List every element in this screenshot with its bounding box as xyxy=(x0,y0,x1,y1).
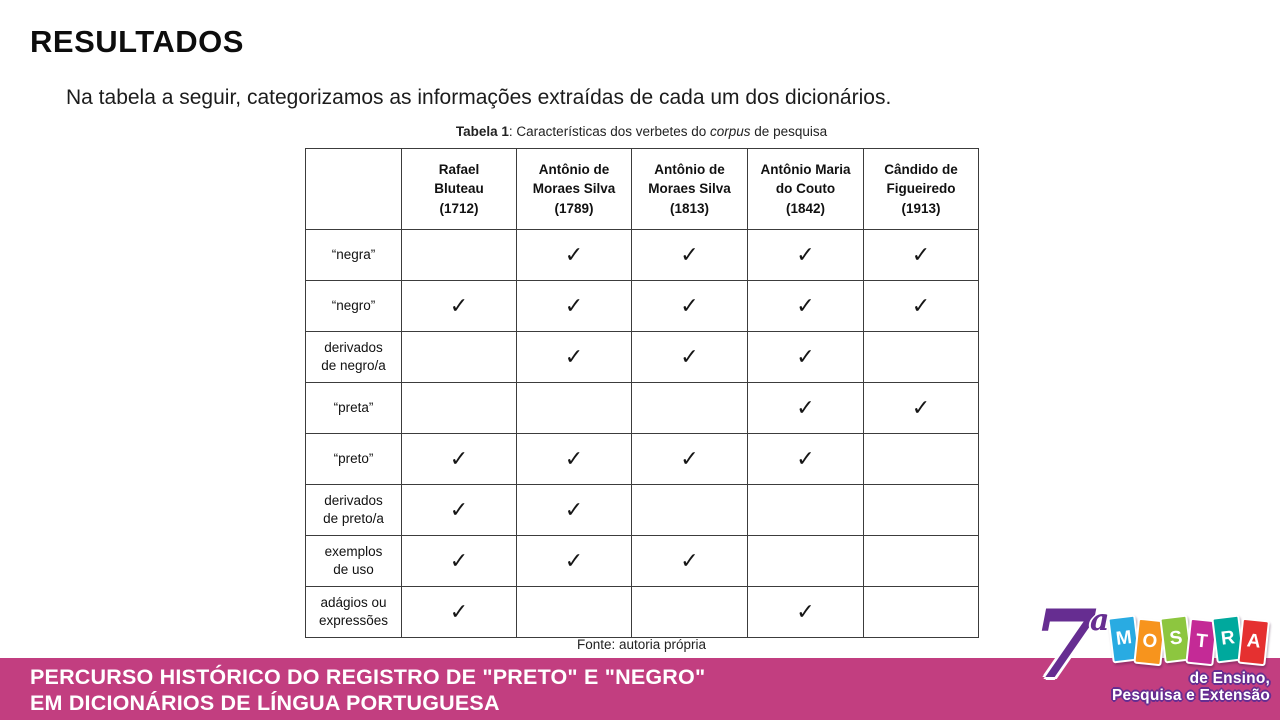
table-row-preta: “preta” ✓ ✓ xyxy=(305,382,979,434)
check-cell: ✓ xyxy=(747,331,864,383)
check-cell xyxy=(631,586,748,638)
check-cell xyxy=(401,382,517,434)
check-cell: ✓ xyxy=(863,382,979,434)
column-header-moraes-1789: Antônio de Moraes Silva (1789) xyxy=(516,148,632,230)
logo-tagline-line1: de Ensino, xyxy=(1189,670,1270,687)
footer-title: PERCURSO HISTÓRICO DO REGISTRO DE "PRETO… xyxy=(0,658,1280,716)
check-cell: ✓ xyxy=(401,586,517,638)
table-row-adagios: adágios ou expressões ✓ ✓ xyxy=(305,586,979,638)
row-label: “negra” xyxy=(305,229,402,281)
check-cell: ✓ xyxy=(747,586,864,638)
table-row-derivados-negro: derivados de negro/a ✓ ✓ ✓ xyxy=(305,331,979,383)
check-cell: ✓ xyxy=(401,280,517,332)
row-label: derivados de negro/a xyxy=(305,331,402,383)
check-cell xyxy=(863,331,979,383)
check-cell xyxy=(401,229,517,281)
check-cell: ✓ xyxy=(516,331,632,383)
check-cell xyxy=(747,484,864,536)
check-cell: ✓ xyxy=(631,535,748,587)
check-cell xyxy=(747,535,864,587)
check-cell: ✓ xyxy=(863,229,979,281)
table-header-row: Rafael Bluteau (1712) Antônio de Moraes … xyxy=(305,148,979,230)
check-cell: ✓ xyxy=(516,535,632,587)
table-row-exemplos: exemplos de uso ✓ ✓ ✓ xyxy=(305,535,979,587)
row-label: “preta” xyxy=(305,382,402,434)
table-row-derivados-preto: derivados de preto/a ✓ ✓ xyxy=(305,484,979,536)
check-cell: ✓ xyxy=(631,280,748,332)
footer-title-line2: EM DICIONÁRIOS DE LÍNGUA PORTUGUESA xyxy=(30,691,500,715)
check-cell: ✓ xyxy=(747,382,864,434)
check-cell xyxy=(863,484,979,536)
check-cell: ✓ xyxy=(401,535,517,587)
page-title: RESULTADOS xyxy=(30,24,244,59)
check-cell: ✓ xyxy=(747,433,864,485)
check-cell: ✓ xyxy=(863,280,979,332)
table-caption-suffix: de pesquisa xyxy=(750,124,828,139)
check-cell xyxy=(631,484,748,536)
mostra-logo: 7 a M O S T R A de Ensino, Pesquisa e Ex… xyxy=(1032,598,1276,720)
check-cell xyxy=(863,433,979,485)
row-label: “preto” xyxy=(305,433,402,485)
row-label: adágios ou expressões xyxy=(305,586,402,638)
check-cell: ✓ xyxy=(401,484,517,536)
table-source: Fonte: autoria própria xyxy=(576,637,707,652)
row-label: exemplos de uso xyxy=(305,535,402,587)
check-cell: ✓ xyxy=(516,433,632,485)
logo-letter-tiles: M O S T R A xyxy=(1107,614,1271,667)
column-header-couto-1842: Antônio Maria do Couto (1842) xyxy=(747,148,864,230)
table-caption: Tabela 1: Características dos verbetes d… xyxy=(305,124,978,139)
footer-title-line1: PERCURSO HISTÓRICO DO REGISTRO DE "PRETO… xyxy=(30,665,706,689)
logo-tagline: de Ensino, Pesquisa e Extensão xyxy=(1112,670,1270,704)
table-row-negro: “negro” ✓ ✓ ✓ ✓ ✓ xyxy=(305,280,979,332)
check-cell xyxy=(631,382,748,434)
check-cell: ✓ xyxy=(516,280,632,332)
table-caption-corpus: corpus xyxy=(710,124,751,139)
column-header-figueiredo-1913: Cândido de Figueiredo (1913) xyxy=(863,148,979,230)
column-header-moraes-1813: Antônio de Moraes Silva (1813) xyxy=(631,148,748,230)
check-cell xyxy=(863,535,979,587)
check-cell: ✓ xyxy=(401,433,517,485)
logo-tagline-line2: Pesquisa e Extensão xyxy=(1111,687,1270,704)
check-cell xyxy=(516,586,632,638)
column-header-bluteau-1712: Rafael Bluteau (1712) xyxy=(401,148,517,230)
check-cell: ✓ xyxy=(516,484,632,536)
results-table: Rafael Bluteau (1712) Antônio de Moraes … xyxy=(305,148,979,638)
check-cell: ✓ xyxy=(631,433,748,485)
check-cell xyxy=(863,586,979,638)
footer-bar: PERCURSO HISTÓRICO DO REGISTRO DE "PRETO… xyxy=(0,658,1280,720)
table-caption-label: Tabela 1 xyxy=(455,124,509,139)
check-cell: ✓ xyxy=(631,229,748,281)
row-label: derivados de preto/a xyxy=(305,484,402,536)
row-label: “negro” xyxy=(305,280,402,332)
check-cell: ✓ xyxy=(747,280,864,332)
check-cell xyxy=(516,382,632,434)
intro-paragraph: Na tabela a seguir, categorizamos as inf… xyxy=(66,86,892,109)
logo-ordinal-a: a xyxy=(1090,603,1110,638)
table-row-negra: “negra” ✓ ✓ ✓ ✓ xyxy=(305,229,979,281)
check-cell: ✓ xyxy=(747,229,864,281)
check-cell: ✓ xyxy=(631,331,748,383)
table-row-preto: “preto” ✓ ✓ ✓ ✓ xyxy=(305,433,979,485)
table-caption-text: : Características dos verbetes do xyxy=(508,124,711,139)
logo-numeral-7: 7 xyxy=(1032,590,1098,700)
check-cell xyxy=(401,331,517,383)
table-corner-cell xyxy=(305,148,402,230)
logo-tile-a: A xyxy=(1237,617,1271,667)
check-cell: ✓ xyxy=(516,229,632,281)
